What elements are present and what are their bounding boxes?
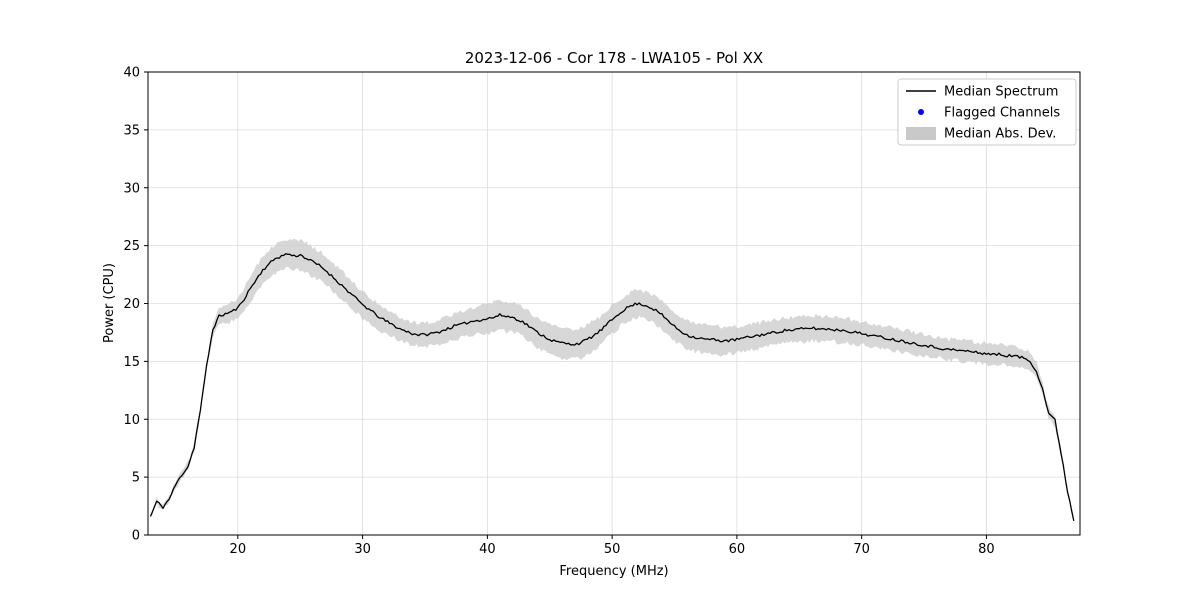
y-tick-label: 30 <box>123 181 140 196</box>
y-tick-label: 5 <box>132 471 140 486</box>
x-tick-label: 70 <box>853 542 870 557</box>
mad-band-layer <box>150 238 1074 523</box>
median-spectrum-line-layer <box>149 253 1075 522</box>
y-axis-label: Power (CPU) <box>102 263 117 343</box>
chart-title: 2023-12-06 - Cor 178 - LWA105 - Pol XX <box>465 49 763 67</box>
legend-item-median-abs-dev: Median Abs. Dev. <box>944 127 1056 142</box>
legend-item-flagged-channels: Flagged Channels <box>944 106 1060 121</box>
y-tick-label: 35 <box>123 123 140 138</box>
x-tick-label: 60 <box>729 542 746 557</box>
median-spectrum-line <box>149 253 1075 522</box>
legend-band-sample <box>906 127 936 140</box>
y-tick-label: 20 <box>123 297 140 312</box>
x-tick-label: 80 <box>978 542 995 557</box>
legend-item-median-spectrum: Median Spectrum <box>944 85 1058 100</box>
legend: Median Spectrum Flagged Channels Median … <box>897 78 1077 146</box>
x-tick-label: 40 <box>479 542 496 557</box>
y-tick-label: 25 <box>123 239 140 254</box>
legend-marker-sample <box>918 109 924 115</box>
x-axis-label: Frequency (MHz) <box>559 564 668 579</box>
x-tick-label: 20 <box>230 542 247 557</box>
x-tick-label: 50 <box>604 542 621 557</box>
y-tick-label: 15 <box>123 355 140 370</box>
y-tick-label: 10 <box>123 413 140 428</box>
median-abs-dev-band <box>150 238 1074 523</box>
y-tick-label: 0 <box>132 529 140 544</box>
y-tick-label: 40 <box>123 66 140 81</box>
x-tick-label: 30 <box>354 542 371 557</box>
ticks-layer: 20 30 40 50 60 70 80 0 5 10 15 20 25 30 35 40 <box>123 66 994 558</box>
legend-frame <box>897 78 1077 146</box>
